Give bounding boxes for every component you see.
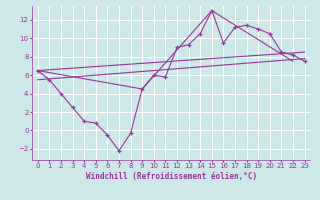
X-axis label: Windchill (Refroidissement éolien,°C): Windchill (Refroidissement éolien,°C)	[86, 172, 257, 181]
